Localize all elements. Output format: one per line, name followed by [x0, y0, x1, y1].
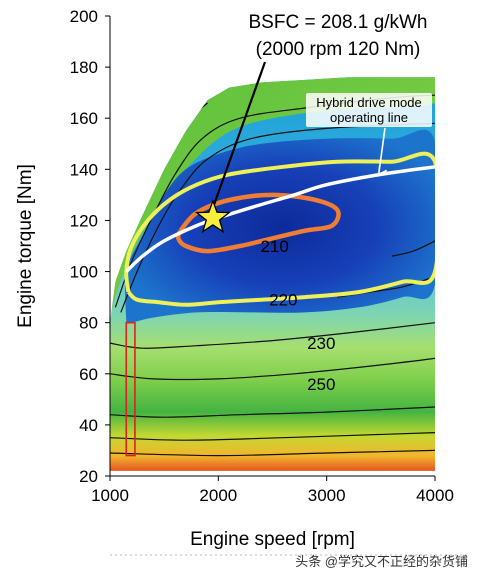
x-tick-label: 4000 — [416, 486, 454, 505]
contour-label-210: 210 — [260, 237, 288, 256]
y-tick-label: 200 — [70, 7, 98, 26]
x-axis-title: Engine speed [rpm] — [190, 529, 355, 550]
y-tick-label: 120 — [70, 211, 98, 230]
bsfc-contour-line — [391, 240, 435, 257]
y-axis-title: Engine torque [Nm] — [15, 164, 36, 328]
operating-line-label-line1: Hybrid drive mode — [316, 95, 422, 110]
contour-label-230: 230 — [307, 334, 335, 353]
y-tick-label: 80 — [79, 314, 98, 333]
bsfc-callout-line — [211, 61, 267, 209]
y-tick-label: 20 — [79, 467, 98, 486]
bsfc-annotation-line2: (2000 rpm 120 Nm) — [256, 39, 421, 60]
bsfc-contour-line — [120, 122, 435, 313]
contour-label-250: 250 — [307, 375, 335, 394]
contour-line-220 — [124, 151, 435, 307]
operating-line-label-background — [306, 93, 432, 127]
operating-line-label-line2: operating line — [330, 110, 408, 125]
bsfc-contour-line — [110, 322, 435, 349]
watermark-text: 头条 @学究又不正经的杂货铺 — [295, 554, 468, 569]
bsfc-contour-line — [110, 449, 435, 457]
y-tick-label: 60 — [79, 365, 98, 384]
operating-line — [125, 165, 435, 273]
low-speed-highlight-box — [125, 321, 136, 457]
contour-label-220: 220 — [269, 291, 297, 310]
x-tick-label: 1000 — [91, 486, 129, 505]
x-axis-ticks: 1000 2000 3000 4000 — [91, 476, 454, 505]
bsfc-contour-line — [110, 406, 435, 418]
y-tick-label: 40 — [79, 416, 98, 435]
contour-line-210 — [175, 192, 341, 254]
y-tick-label: 160 — [70, 109, 98, 128]
bsfc-annotation-line1: BSFC = 208.1 g/kWh — [249, 12, 428, 33]
y-tick-label: 140 — [70, 160, 98, 179]
operating-line-arrow — [377, 127, 388, 176]
bsfc-contour-line — [110, 357, 435, 381]
bsfc-optimum-star-icon — [194, 198, 231, 234]
bsfc-map — [110, 77, 435, 471]
x-tick-label: 2000 — [199, 486, 237, 505]
contour-labels: 210 220 230 250 — [260, 237, 335, 394]
y-tick-label: 100 — [70, 263, 98, 282]
outer-green-band — [110, 77, 435, 323]
y-tick-label: 180 — [70, 58, 98, 77]
bsfc-contour-line — [110, 432, 435, 441]
x-tick-label: 3000 — [308, 486, 346, 505]
y-axis-ticks: 20 40 60 80 100 120 140 160 180 200 — [70, 7, 110, 486]
